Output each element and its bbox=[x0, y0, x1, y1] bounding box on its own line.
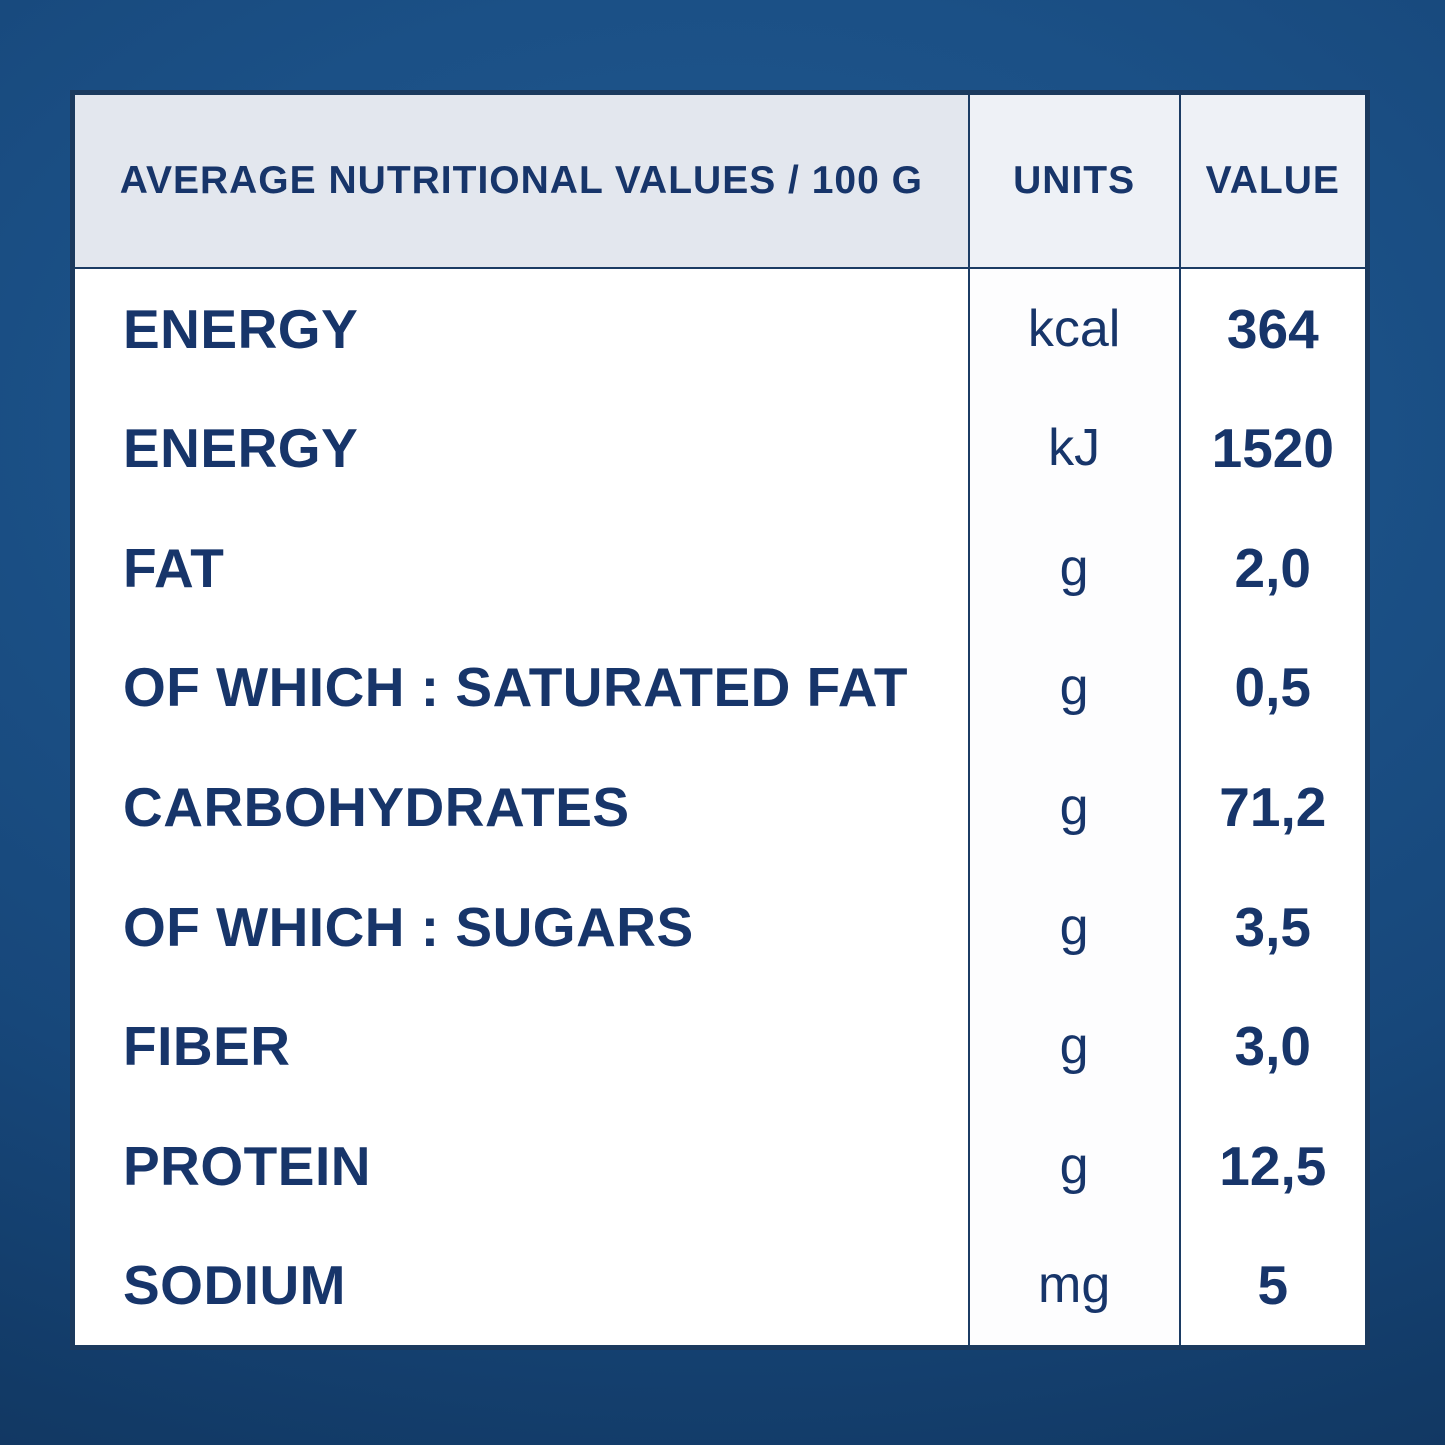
nutrient-label: SODIUM bbox=[75, 1225, 968, 1345]
nutrient-label: FAT bbox=[75, 508, 968, 628]
nutrient-label: OF WHICH : SUGARS bbox=[75, 866, 968, 987]
nutrient-value: 1520 bbox=[1178, 388, 1365, 509]
nutrient-label: FIBER bbox=[75, 986, 968, 1106]
table-body: ENERGY kcal 364 ENERGY kJ 1520 FAT g 2,0… bbox=[75, 269, 1365, 1345]
nutrient-value: 3,5 bbox=[1178, 866, 1365, 987]
nutrition-table: AVERAGE NUTRITIONAL VALUES / 100 G UNITS… bbox=[70, 90, 1370, 1350]
nutrient-label: ENERGY bbox=[75, 269, 968, 389]
nutrient-value: 5 bbox=[1178, 1225, 1365, 1345]
nutrient-value: 2,0 bbox=[1178, 508, 1365, 628]
nutrient-value: 364 bbox=[1178, 269, 1365, 389]
header-title: AVERAGE NUTRITIONAL VALUES / 100 G bbox=[75, 95, 968, 267]
table-row-carbohydrates: CARBOHYDRATES g 71,2 bbox=[75, 747, 1365, 867]
table-row-sugars: OF WHICH : SUGARS g 3,5 bbox=[75, 866, 1365, 987]
table-header-row: AVERAGE NUTRITIONAL VALUES / 100 G UNITS… bbox=[75, 95, 1365, 269]
nutrient-value: 12,5 bbox=[1178, 1105, 1365, 1226]
nutrient-unit: g bbox=[967, 627, 1179, 748]
table-row-energy-kcal: ENERGY kcal 364 bbox=[75, 269, 1365, 389]
nutrient-unit: g bbox=[967, 747, 1179, 867]
nutrient-unit: g bbox=[967, 508, 1179, 628]
table-row-energy-kj: ENERGY kJ 1520 bbox=[75, 388, 1365, 509]
nutrient-unit: mg bbox=[967, 1225, 1179, 1345]
nutrient-unit: kcal bbox=[967, 269, 1179, 389]
nutrient-value: 71,2 bbox=[1178, 747, 1365, 867]
table-row-protein: PROTEIN g 12,5 bbox=[75, 1105, 1365, 1226]
table-row-sodium: SODIUM mg 5 bbox=[75, 1225, 1365, 1345]
nutrient-label: CARBOHYDRATES bbox=[75, 747, 968, 867]
header-units: UNITS bbox=[967, 95, 1179, 267]
nutrient-unit: g bbox=[967, 866, 1179, 987]
nutrient-label: ENERGY bbox=[75, 388, 968, 509]
nutrient-unit: g bbox=[967, 986, 1179, 1106]
nutrient-unit: g bbox=[967, 1105, 1179, 1226]
nutrient-label: OF WHICH : SATURATED FAT bbox=[75, 627, 968, 748]
nutrient-label: PROTEIN bbox=[75, 1105, 968, 1226]
table-row-saturated-fat: OF WHICH : SATURATED FAT g 0,5 bbox=[75, 627, 1365, 748]
nutrient-value: 0,5 bbox=[1178, 627, 1365, 748]
header-value: VALUE bbox=[1178, 95, 1365, 267]
nutrient-unit: kJ bbox=[967, 388, 1179, 509]
table-row-fiber: FIBER g 3,0 bbox=[75, 986, 1365, 1106]
table-row-fat: FAT g 2,0 bbox=[75, 508, 1365, 628]
nutrient-value: 3,0 bbox=[1178, 986, 1365, 1106]
